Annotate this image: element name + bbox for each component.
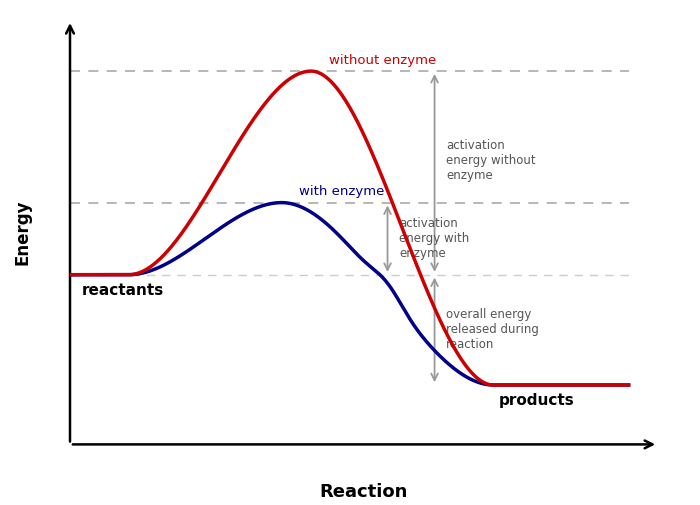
Text: Reaction: Reaction	[320, 483, 408, 500]
Text: Energy: Energy	[14, 199, 32, 265]
Text: reactants: reactants	[82, 283, 164, 298]
Text: overall energy
released during
reaction: overall energy released during reaction	[447, 309, 539, 351]
Text: products: products	[499, 393, 575, 409]
Text: activation
energy with
enzyme: activation energy with enzyme	[399, 217, 470, 260]
Text: with enzyme: with enzyme	[300, 185, 385, 198]
Text: activation
energy without
enzyme: activation energy without enzyme	[447, 139, 536, 182]
Text: without enzyme: without enzyme	[329, 54, 436, 67]
